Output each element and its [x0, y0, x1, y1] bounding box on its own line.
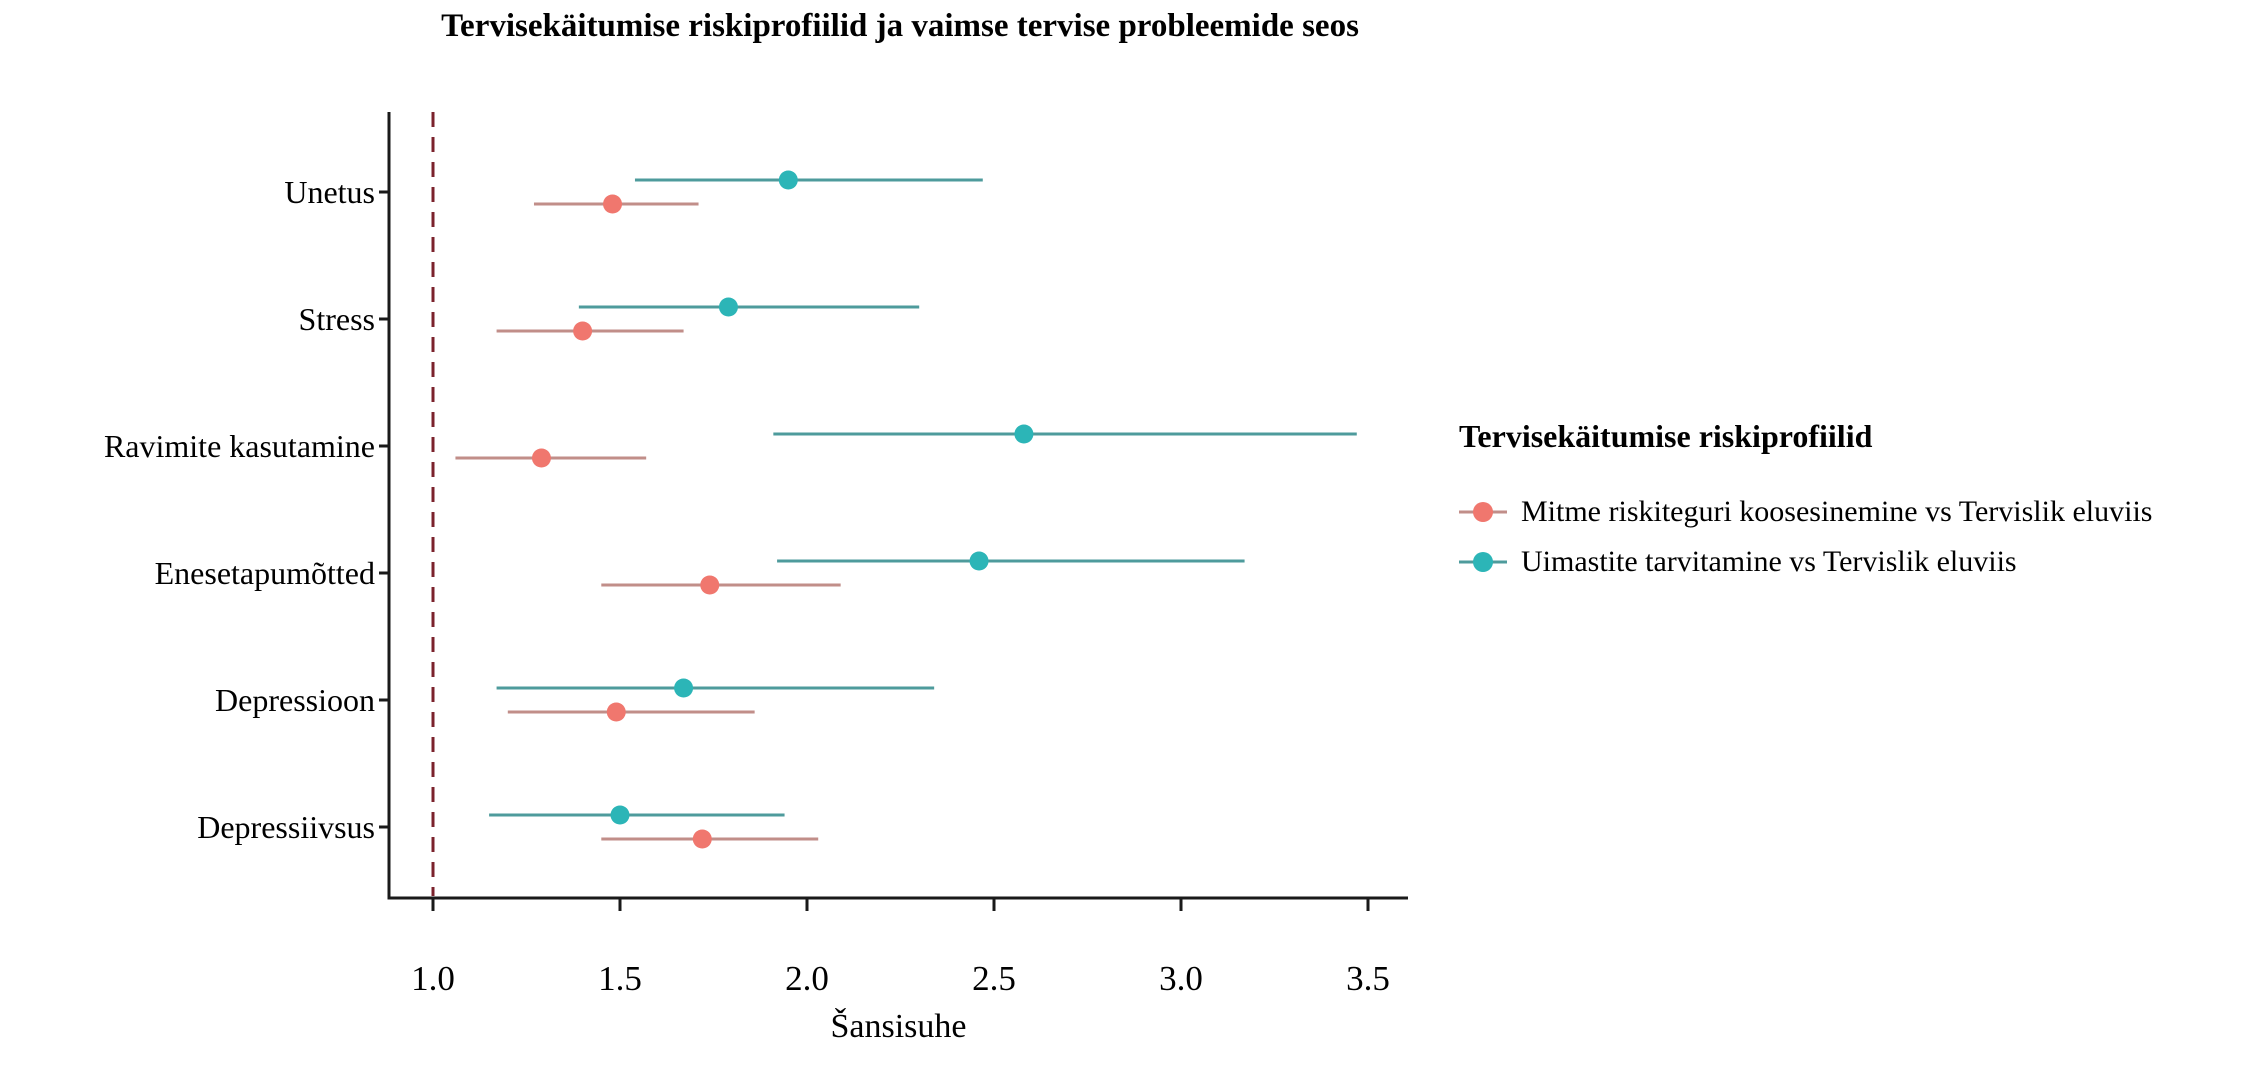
- or-point: [573, 321, 593, 341]
- legend-entry-label: Mitme riskiteguri koosesinemine vs Tervi…: [1521, 495, 2153, 528]
- legend-title: Tervisekäitumise riskiprofiilid: [1459, 418, 1873, 454]
- or-point: [610, 805, 630, 825]
- y-axis-category-label: Depressioon: [215, 682, 375, 718]
- legend-entry: Uimastite tarvitamine vs Tervislik eluvi…: [1459, 545, 2239, 579]
- x-tick-label: 1.5: [598, 959, 642, 998]
- or-point: [606, 702, 626, 722]
- y-axis-category-label: Unetus: [284, 174, 375, 210]
- or-point: [692, 829, 712, 849]
- or-point: [603, 194, 623, 214]
- x-tick-label: 3.5: [1346, 959, 1390, 998]
- legend: Tervisekäitumise riskiprofiilid Mitme ri…: [1459, 418, 2239, 579]
- legend-key-pointrange-teal: [1459, 552, 1507, 572]
- y-axis-category-label: Enesetapumõtted: [155, 555, 375, 591]
- or-point: [700, 575, 720, 595]
- x-tick-label: 2.5: [972, 959, 1016, 998]
- x-axis-title: Šansisuhe: [830, 1008, 967, 1045]
- or-point: [1014, 424, 1034, 444]
- or-point: [718, 297, 738, 317]
- or-point: [969, 551, 989, 571]
- y-axis-category-label: Stress: [299, 301, 375, 337]
- y-axis-category-label: Ravimite kasutamine: [104, 428, 375, 464]
- x-tick-label: 1.0: [411, 959, 455, 998]
- or-point: [778, 170, 798, 190]
- x-tick-label: 2.0: [785, 959, 829, 998]
- legend-entry: Mitme riskiteguri koosesinemine vs Tervi…: [1459, 495, 2239, 529]
- y-axis-category-label: Depressiivsus: [197, 809, 375, 845]
- legend-entry-label: Uimastite tarvitamine vs Tervislik eluvi…: [1521, 545, 2017, 578]
- or-point: [674, 678, 694, 698]
- chart-title: Tervisekäitumise riskiprofiilid ja vaims…: [441, 8, 1359, 44]
- legend-key-pointrange-red: [1459, 502, 1507, 522]
- x-tick-label: 3.0: [1159, 959, 1203, 998]
- or-point: [531, 448, 551, 468]
